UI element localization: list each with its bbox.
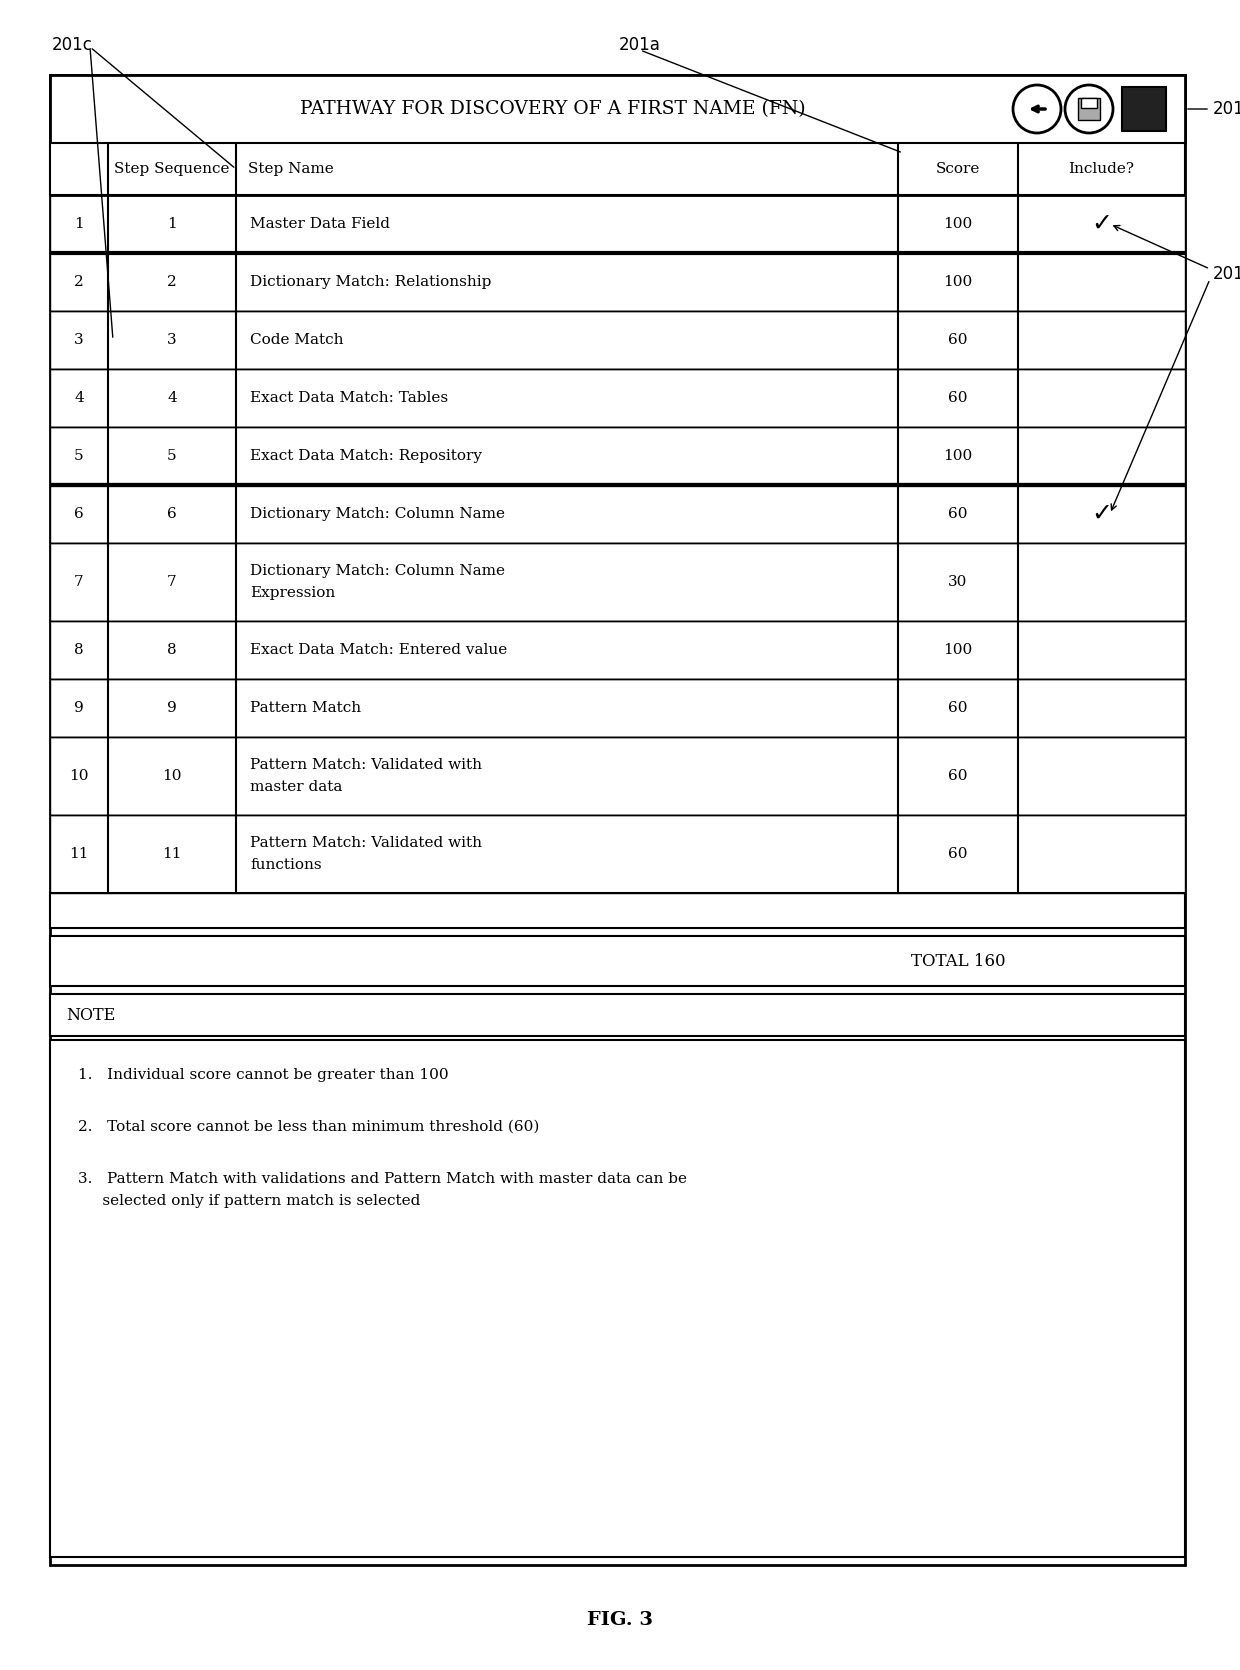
Text: 7: 7 <box>167 574 177 590</box>
Text: 100: 100 <box>944 449 972 463</box>
Text: 5: 5 <box>74 449 84 463</box>
Bar <box>1081 99 1097 109</box>
Text: 1: 1 <box>74 217 84 230</box>
Text: Include?: Include? <box>1069 162 1135 175</box>
Bar <box>50 252 1185 311</box>
Text: 60: 60 <box>949 768 967 783</box>
Text: PATHWAY FOR DISCOVERY OF A FIRST NAME (FN): PATHWAY FOR DISCOVERY OF A FIRST NAME (F… <box>300 100 805 119</box>
Text: selected only if pattern match is selected: selected only if pattern match is select… <box>78 1194 420 1207</box>
Bar <box>50 621 1185 680</box>
Text: functions: functions <box>250 858 321 872</box>
Text: Pattern Match: Validated with: Pattern Match: Validated with <box>250 758 482 772</box>
Bar <box>50 815 1185 893</box>
Text: 4: 4 <box>167 391 177 406</box>
Text: 3: 3 <box>167 332 177 347</box>
Text: Dictionary Match: Column Name: Dictionary Match: Column Name <box>250 564 505 578</box>
Text: 3: 3 <box>74 332 84 347</box>
Bar <box>1078 99 1100 120</box>
Bar <box>50 893 1185 929</box>
Bar <box>50 1040 1185 1556</box>
Text: master data: master data <box>250 780 342 793</box>
Text: 201c: 201c <box>52 37 93 53</box>
Bar <box>50 144 1185 195</box>
Text: ✓: ✓ <box>1091 212 1112 235</box>
Text: 8: 8 <box>74 643 84 656</box>
Text: Dictionary Match: Column Name: Dictionary Match: Column Name <box>250 508 505 521</box>
Circle shape <box>1065 85 1114 134</box>
Text: 60: 60 <box>949 391 967 406</box>
Text: Code Match: Code Match <box>250 332 343 347</box>
Text: Step Sequence: Step Sequence <box>114 162 229 175</box>
Bar <box>50 428 1185 484</box>
Text: 60: 60 <box>949 508 967 521</box>
Text: 10: 10 <box>162 768 182 783</box>
Bar <box>50 369 1185 428</box>
Text: 201a: 201a <box>619 37 661 53</box>
Text: 5: 5 <box>167 449 177 463</box>
Text: Expression: Expression <box>250 586 335 600</box>
Text: 2: 2 <box>167 276 177 289</box>
Text: 60: 60 <box>949 847 967 862</box>
Text: 1.   Individual score cannot be greater than 100: 1. Individual score cannot be greater th… <box>78 1069 449 1082</box>
Bar <box>50 680 1185 736</box>
Text: Dictionary Match: Relationship: Dictionary Match: Relationship <box>250 276 491 289</box>
Bar <box>50 195 1185 252</box>
Bar <box>50 75 1185 144</box>
Text: 201b: 201b <box>1213 266 1240 282</box>
Text: 100: 100 <box>944 643 972 656</box>
Bar <box>50 484 1185 543</box>
Text: 11: 11 <box>69 847 89 862</box>
Text: 201: 201 <box>1213 100 1240 119</box>
Text: 30: 30 <box>949 574 967 590</box>
Text: 6: 6 <box>167 508 177 521</box>
Text: 9: 9 <box>167 701 177 715</box>
Text: TOTAL 160: TOTAL 160 <box>910 952 1006 970</box>
Bar <box>50 75 1185 1565</box>
Text: 9: 9 <box>74 701 84 715</box>
Text: Step Name: Step Name <box>248 162 334 175</box>
Bar <box>1122 87 1166 130</box>
Bar <box>50 935 1185 985</box>
Bar <box>50 736 1185 815</box>
Text: NOTE: NOTE <box>66 1007 115 1024</box>
Text: 1: 1 <box>167 217 177 230</box>
Text: 60: 60 <box>949 701 967 715</box>
Text: 100: 100 <box>944 276 972 289</box>
Text: Pattern Match: Pattern Match <box>250 701 361 715</box>
Bar <box>50 543 1185 621</box>
Text: 100: 100 <box>944 217 972 230</box>
Text: 3.   Pattern Match with validations and Pattern Match with master data can be: 3. Pattern Match with validations and Pa… <box>78 1172 687 1186</box>
Text: Master Data Field: Master Data Field <box>250 217 391 230</box>
Circle shape <box>1013 85 1061 134</box>
Text: 7: 7 <box>74 574 84 590</box>
Text: 2: 2 <box>74 276 84 289</box>
Text: 8: 8 <box>167 643 177 656</box>
Text: 2.   Total score cannot be less than minimum threshold (60): 2. Total score cannot be less than minim… <box>78 1121 539 1134</box>
Text: Exact Data Match: Entered value: Exact Data Match: Entered value <box>250 643 507 656</box>
Text: 4: 4 <box>74 391 84 406</box>
Text: X: X <box>1137 100 1151 119</box>
Text: 60: 60 <box>949 332 967 347</box>
Text: Exact Data Match: Tables: Exact Data Match: Tables <box>250 391 448 406</box>
Bar <box>50 994 1185 1035</box>
Text: Exact Data Match: Repository: Exact Data Match: Repository <box>250 449 482 463</box>
Text: FIG. 3: FIG. 3 <box>587 1612 653 1628</box>
Text: Score: Score <box>936 162 980 175</box>
Text: 6: 6 <box>74 508 84 521</box>
Bar <box>50 311 1185 369</box>
Text: 11: 11 <box>162 847 182 862</box>
Text: 10: 10 <box>69 768 89 783</box>
Text: Pattern Match: Validated with: Pattern Match: Validated with <box>250 837 482 850</box>
Text: ✓: ✓ <box>1091 503 1112 526</box>
